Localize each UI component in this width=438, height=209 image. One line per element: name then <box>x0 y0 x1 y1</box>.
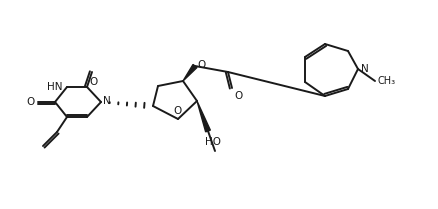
Text: O: O <box>234 91 242 101</box>
Text: N: N <box>361 64 369 74</box>
Text: O: O <box>197 60 205 70</box>
Text: HO: HO <box>205 137 221 147</box>
Text: N: N <box>103 96 111 106</box>
Polygon shape <box>197 101 210 132</box>
Polygon shape <box>183 64 197 81</box>
Text: O: O <box>89 77 97 87</box>
Text: HN: HN <box>46 82 62 92</box>
Text: O: O <box>27 97 35 107</box>
Text: CH₃: CH₃ <box>377 76 395 86</box>
Text: O: O <box>173 106 181 116</box>
